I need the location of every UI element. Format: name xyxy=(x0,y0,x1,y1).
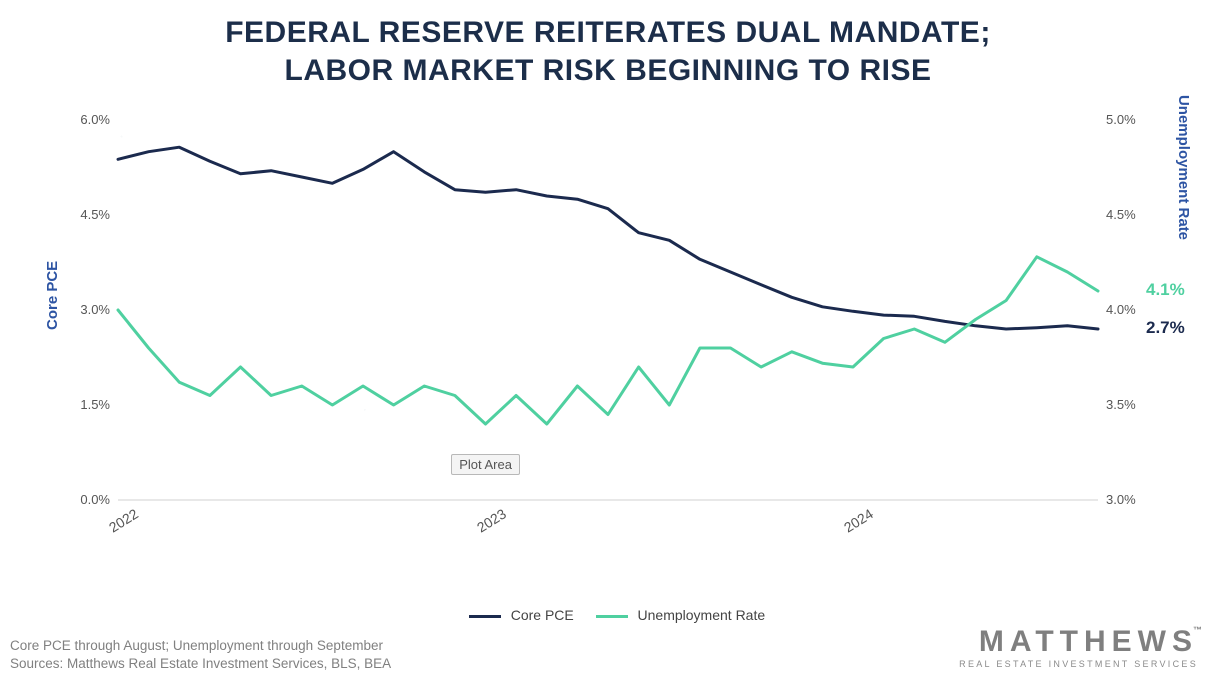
footer-line2: Sources: Matthews Real Estate Investment… xyxy=(10,655,391,673)
brand-tagline: REAL ESTATE INVESTMENT SERVICES xyxy=(959,659,1198,669)
footer-notes: Core PCE through August; Unemployment th… xyxy=(10,637,391,673)
chart-title-line2: LABOR MARKET RISK BEGINNING TO RISE xyxy=(0,52,1216,90)
brand-name: MATTHEWS ™ xyxy=(959,625,1198,659)
right-axis-label: Unemployment Rate xyxy=(1175,95,1192,240)
left-tick-label: 4.5% xyxy=(80,207,110,222)
left-tick-label: 6.0% xyxy=(80,112,110,127)
right-tick-label: 3.5% xyxy=(1106,397,1136,412)
chart-title: FEDERAL RESERVE REITERATES DUAL MANDATE;… xyxy=(0,0,1216,89)
left-tick-label: 0.0% xyxy=(80,492,110,507)
left-axis-label: Core PCE xyxy=(44,261,61,330)
right-tick-label: 4.0% xyxy=(1106,302,1136,317)
brand-tm-icon: ™ xyxy=(1193,625,1202,635)
plot-area-badge: Plot Area xyxy=(451,454,520,475)
left-tick-label: 3.0% xyxy=(80,302,110,317)
legend-swatch-unemployment xyxy=(596,615,628,618)
legend-label-core-pce: Core PCE xyxy=(511,607,574,623)
brand-logo: MATTHEWS ™ REAL ESTATE INVESTMENT SERVIC… xyxy=(959,625,1198,669)
footer-line1: Core PCE through August; Unemployment th… xyxy=(10,637,391,655)
legend-swatch-core-pce xyxy=(469,615,501,618)
series-end-label: 2.7% xyxy=(1146,318,1185,338)
right-tick-label: 5.0% xyxy=(1106,112,1136,127)
chart-container: Core PCE Unemployment Rate 0.0%1.5%3.0%4… xyxy=(46,120,1186,540)
right-tick-label: 4.5% xyxy=(1106,207,1136,222)
legend-label-unemployment: Unemployment Rate xyxy=(638,607,766,623)
chart-legend: Core PCE Unemployment Rate xyxy=(0,607,1216,623)
chart-title-line1: FEDERAL RESERVE REITERATES DUAL MANDATE; xyxy=(0,14,1216,52)
chart-svg xyxy=(46,120,1186,540)
left-tick-label: 1.5% xyxy=(80,397,110,412)
right-tick-label: 3.0% xyxy=(1106,492,1136,507)
series-end-label: 4.1% xyxy=(1146,280,1185,300)
